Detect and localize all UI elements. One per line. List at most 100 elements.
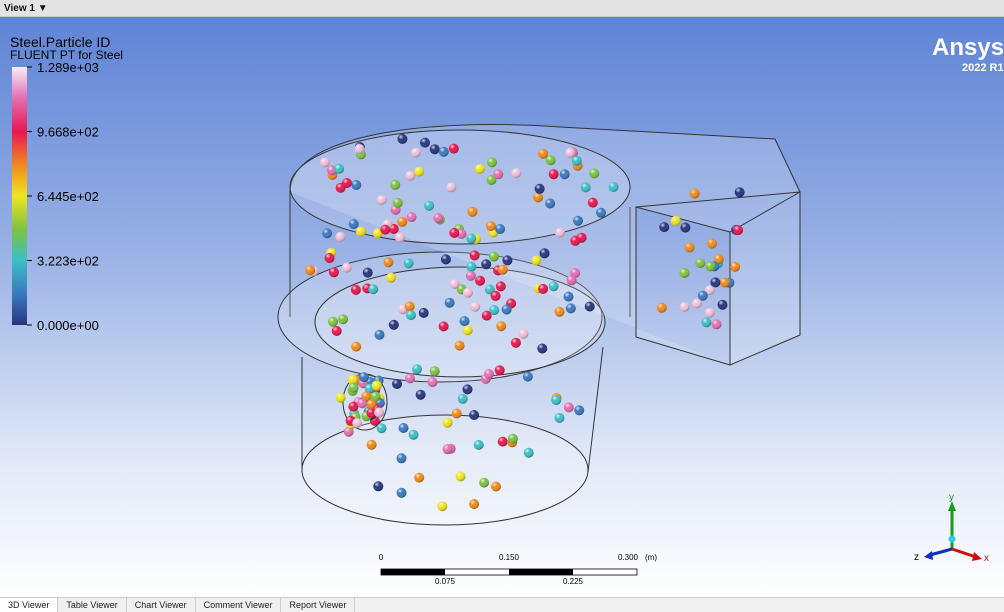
particle-shade xyxy=(460,316,470,326)
particle-shade xyxy=(441,254,451,264)
particle-shade xyxy=(428,377,438,387)
particle-shade xyxy=(452,409,462,419)
viewer-tab[interactable]: Report Viewer xyxy=(281,598,355,612)
particle-shade xyxy=(351,180,361,190)
particle-shade xyxy=(380,225,390,235)
particle-shade xyxy=(695,258,705,268)
particle-shade xyxy=(414,167,424,177)
particle-shade xyxy=(409,430,419,440)
particle-shade xyxy=(383,257,393,267)
particle-shade xyxy=(414,473,424,483)
particle-shade xyxy=(481,259,491,269)
particle-shade xyxy=(352,418,362,428)
scale-unit: (m) xyxy=(645,553,657,562)
particle-shade xyxy=(533,192,543,202)
particle-shade xyxy=(416,390,426,400)
particle-shade xyxy=(710,277,720,287)
particle-shade xyxy=(581,182,591,192)
cfd-post-window: View 1 ▼ xyxy=(0,0,1004,612)
particle-shade xyxy=(469,499,479,509)
particle-shade xyxy=(466,234,476,244)
particle-shade xyxy=(322,228,332,238)
particle-shade xyxy=(463,384,473,394)
particle-shade xyxy=(334,164,344,174)
particle-shade xyxy=(351,285,361,295)
particle-shade xyxy=(555,228,565,238)
particle-shade xyxy=(356,227,366,237)
particle-shade xyxy=(549,281,559,291)
particle-shade xyxy=(479,478,489,488)
particle-shade xyxy=(335,232,345,242)
particle-shade xyxy=(502,255,512,265)
particle-shade xyxy=(357,398,367,408)
axis-triad: y z x xyxy=(914,492,989,564)
particle-shade xyxy=(351,342,361,352)
ansys-logo: Ansys xyxy=(932,34,1004,61)
particle-shade xyxy=(570,236,580,246)
particle-shade xyxy=(496,321,506,331)
particle-shade xyxy=(374,408,384,418)
particle-shade xyxy=(469,410,479,420)
particle-shade xyxy=(466,271,476,281)
particle-shade xyxy=(349,383,359,393)
particle-shade xyxy=(730,262,740,272)
view-title[interactable]: View 1 xyxy=(4,3,35,14)
particle-shade xyxy=(692,299,702,309)
particle-shade xyxy=(446,182,456,192)
particle-shade xyxy=(397,217,407,227)
particle-shade xyxy=(375,330,385,340)
particle-shade xyxy=(359,372,369,382)
ansys-version: 2022 R1 xyxy=(962,62,1004,74)
particle-shade xyxy=(377,423,387,433)
particle-shade xyxy=(496,281,506,291)
scale-bar: 0 0.150 0.300 (m) 0.075 0.225 xyxy=(379,553,658,586)
viewer-tab[interactable]: Chart Viewer xyxy=(127,598,196,612)
legend-label: 9.668e+02 xyxy=(37,125,99,140)
particle-shade xyxy=(407,212,417,222)
particle-shade xyxy=(482,311,492,321)
particle-shade xyxy=(406,310,416,320)
scale-label: 0.225 xyxy=(563,577,584,586)
particle-shade xyxy=(368,284,378,294)
view-selector[interactable]: View 1 ▼ xyxy=(0,0,1004,17)
particle-shade xyxy=(475,164,485,174)
particle-shade xyxy=(491,291,501,301)
particle-shade xyxy=(555,307,565,317)
colormap-bar xyxy=(12,67,27,325)
particle-shade xyxy=(386,273,396,283)
particle-shade xyxy=(419,308,429,318)
particle-shade xyxy=(397,134,407,144)
particle-shade xyxy=(449,228,459,238)
scale-label: 0.075 xyxy=(435,577,456,586)
scale-label: 0.300 xyxy=(618,553,639,562)
axis-label: z xyxy=(914,552,919,563)
viewer-tab[interactable]: Comment Viewer xyxy=(196,598,282,612)
viewer-tab[interactable]: 3D Viewer xyxy=(0,598,58,612)
viewer-tab[interactable]: Table Viewer xyxy=(58,598,126,612)
particle-shade xyxy=(474,440,484,450)
particle-shade xyxy=(320,157,330,167)
particle-shade xyxy=(439,147,449,157)
particle-shade xyxy=(328,317,338,327)
particle-shade xyxy=(366,399,376,409)
particle-shade xyxy=(720,278,730,288)
legend-label: 3.223e+02 xyxy=(37,254,99,269)
particle-shade xyxy=(518,329,528,339)
particle-shade xyxy=(468,207,478,217)
particle-shade xyxy=(437,501,447,511)
legend-label: 6.445e+02 xyxy=(37,189,99,204)
particle-shade xyxy=(393,198,403,208)
particle-shade xyxy=(404,258,414,268)
particle-shade xyxy=(657,303,667,313)
particle-shade xyxy=(395,233,405,243)
particle-shade xyxy=(560,169,570,179)
particle-shade xyxy=(336,183,346,193)
legend-label: 1.289e+03 xyxy=(37,60,99,75)
axis-label: x xyxy=(984,553,989,564)
particle-shade xyxy=(470,250,480,260)
particle-shade xyxy=(424,201,434,211)
scene: Steel.Particle ID FLUENT PT for Steel 1.… xyxy=(0,17,1004,597)
particle-shade xyxy=(329,267,339,277)
particle-shade xyxy=(735,187,745,197)
particle-shade xyxy=(377,195,387,205)
